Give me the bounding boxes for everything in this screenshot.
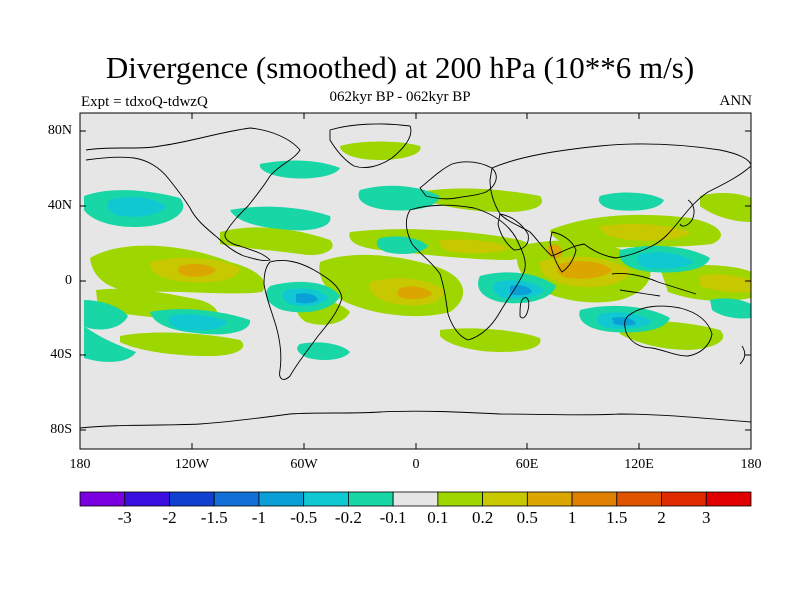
colorbar-label: 3: [702, 508, 711, 527]
colorbar-swatch: [392, 491, 439, 507]
colorbar-label: 2: [657, 508, 666, 527]
colorbar-label: 0.1: [427, 508, 449, 527]
colorbar-swatch: [482, 491, 528, 507]
x-label-180w: 180: [69, 457, 91, 472]
colorbar-label: 1.5: [606, 508, 628, 527]
x-label-0: 0: [412, 457, 420, 472]
europe-outline: [419, 161, 497, 200]
colorbar: [79, 491, 752, 507]
x-label-120e: 120E: [624, 457, 654, 472]
greenland-outline: [329, 123, 412, 169]
colorbar-swatch: [661, 491, 707, 507]
madagascar-outline: [519, 297, 530, 319]
south-america-outline: [263, 259, 343, 380]
colorbar-label: -0.1: [379, 508, 407, 527]
colorbar-label: -0.2: [334, 508, 362, 527]
y-label-80s: 80S: [50, 422, 72, 437]
colorbar-label: 0.5: [516, 508, 538, 527]
antarctica-outline: [80, 410, 751, 429]
colorbar-swatch: [169, 491, 215, 507]
x-label-120w: 120W: [174, 457, 210, 472]
colorbar-swatch: [79, 491, 126, 507]
positive-strongest: [178, 244, 612, 300]
y-label-40s: 40S: [50, 347, 72, 362]
colorbar-label: -1.5: [200, 508, 228, 527]
africa-outline: [405, 204, 526, 341]
plot-subtitle: 062kyr BP - 062kyr BP: [329, 89, 471, 105]
colorbar-swatch: [213, 491, 260, 507]
experiment-label: Expt = tdxoQ-tdwzQ: [81, 94, 208, 110]
map-ticks: [79, 113, 752, 449]
colorbar-label: 0.2: [471, 508, 494, 527]
australia-outline: [624, 305, 713, 357]
x-label-180e: 180: [740, 457, 762, 472]
negative-stronger: [107, 197, 694, 331]
asia-outline: [489, 143, 751, 259]
japan-outline: [679, 199, 695, 227]
colorbar-label: -3: [117, 508, 132, 527]
indonesia-outline: [611, 273, 697, 297]
colorbar-label: -0.5: [290, 508, 318, 527]
y-label-80n: 80N: [47, 123, 72, 138]
season-label: ANN: [719, 93, 753, 109]
colorbar-swatch: [526, 491, 573, 507]
colorbar-swatch: [437, 491, 483, 507]
colorbar-swatch: [303, 491, 349, 507]
colorbar-swatch: [571, 491, 618, 507]
x-label-60e: 60E: [515, 457, 539, 472]
new-zealand-outline: [739, 345, 746, 365]
colorbar-swatch: [705, 491, 752, 507]
colorbar-swatch: [347, 491, 394, 507]
colorbar-label: 1: [567, 508, 577, 527]
north-america-outline: [85, 127, 301, 261]
x-label-60w: 60W: [290, 457, 318, 472]
arabia-outline: [497, 213, 529, 251]
colorbar-label: -2: [162, 508, 177, 527]
divergence-field: [84, 141, 751, 362]
y-label-40n: 40N: [47, 198, 72, 213]
india-outline: [549, 231, 577, 273]
colorbar-swatch: [258, 491, 305, 507]
y-label-0: 0: [65, 273, 72, 288]
colorbar-swatch: [124, 491, 170, 507]
plot-title: Divergence (smoothed) at 200 hPa (10**6 …: [105, 50, 695, 85]
colorbar-swatch: [616, 491, 662, 507]
colorbar-label: -1: [251, 508, 266, 527]
coastlines: [80, 123, 751, 429]
